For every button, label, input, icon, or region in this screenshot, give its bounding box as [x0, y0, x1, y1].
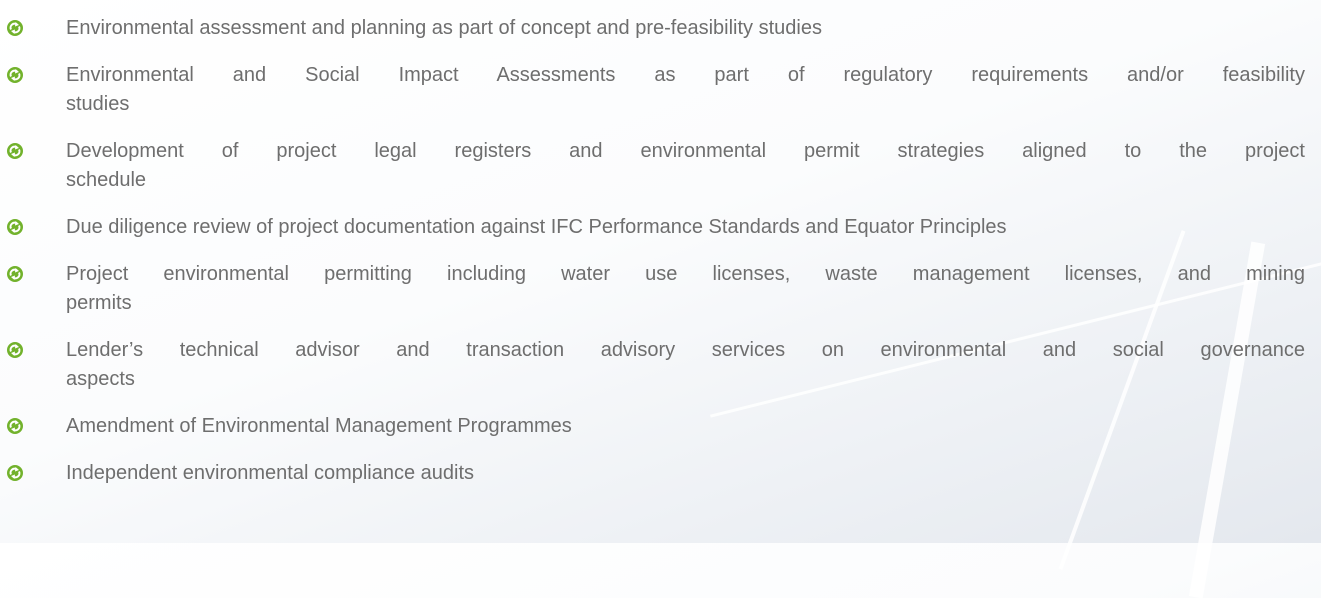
list-item: Environmental and Social Impact Assessme…: [0, 61, 1321, 119]
item-text: Development of project legal registers a…: [66, 140, 1305, 162]
bullet-icon: [7, 465, 23, 481]
bullet-icon: [7, 418, 23, 434]
item-text: aspects: [66, 368, 135, 390]
item-text: permits: [66, 292, 132, 314]
item-text: Environmental assessment and planning as…: [66, 17, 822, 39]
list-item: Due diligence review of project document…: [0, 213, 1321, 242]
list-item: Independent environmental compliance aud…: [0, 459, 1321, 488]
list-item: Environmental assessment and planning as…: [0, 14, 1321, 43]
list-item: Development of project legal registers a…: [0, 137, 1321, 195]
item-text: studies: [66, 93, 130, 115]
bullet-icon: [7, 20, 23, 36]
item-text: Environmental and Social Impact Assessme…: [66, 64, 1305, 86]
list-item: Amendment of Environmental Management Pr…: [0, 412, 1321, 441]
list-item: Project environmental permitting includi…: [0, 260, 1321, 318]
item-text: Due diligence review of project document…: [66, 216, 1007, 238]
list-item: Lender’s technical advisor and transacti…: [0, 336, 1321, 394]
bullet-icon: [7, 143, 23, 159]
bullet-list: Environmental assessment and planning as…: [0, 14, 1321, 506]
item-text: Amendment of Environmental Management Pr…: [66, 415, 572, 437]
item-text: Lender’s technical advisor and transacti…: [66, 339, 1305, 361]
bullet-icon: [7, 342, 23, 358]
item-text: Project environmental permitting includi…: [66, 263, 1305, 285]
item-text: schedule: [66, 169, 147, 191]
bullet-icon: [7, 266, 23, 282]
bullet-icon: [7, 219, 23, 235]
bullet-icon: [7, 67, 23, 83]
item-text: Independent environmental compliance aud…: [66, 462, 475, 484]
page: Environmental assessment and planning as…: [0, 0, 1321, 543]
